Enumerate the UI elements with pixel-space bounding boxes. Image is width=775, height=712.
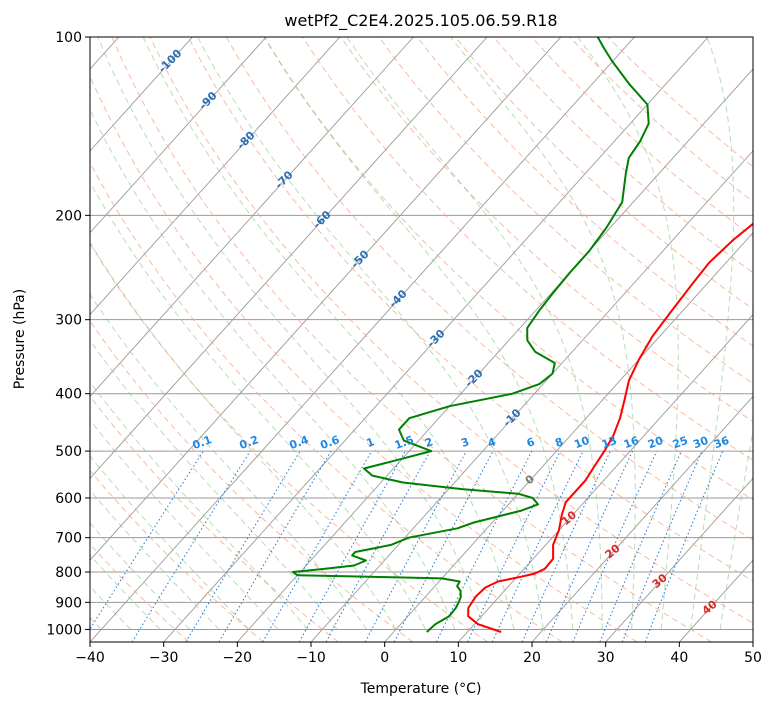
x-tick-label: −10 [296, 650, 326, 666]
y-tick-label: 500 [55, 444, 82, 460]
x-tick-label: 30 [597, 650, 615, 666]
x-tick-label: −20 [223, 650, 253, 666]
chart-title: wetPf2_C2E4.2025.105.06.59.R18 [284, 11, 557, 31]
x-axis-label: Temperature (°C) [360, 681, 482, 697]
x-tick-label: −40 [75, 650, 105, 666]
x-tick-label: 50 [744, 650, 762, 666]
x-tick-label: 20 [523, 650, 541, 666]
y-tick-label: 1000 [46, 622, 82, 638]
y-tick-label: 400 [55, 387, 82, 403]
y-tick-label: 600 [55, 491, 82, 507]
y-tick-label: 900 [55, 595, 82, 611]
x-tick-label: −30 [149, 650, 179, 666]
x-tick-label: 10 [449, 650, 467, 666]
x-tick-label: 40 [670, 650, 688, 666]
y-tick-label: 800 [55, 565, 82, 581]
x-tick-label: 0 [380, 650, 389, 666]
y-tick-label: 200 [55, 208, 82, 224]
y-tick-label: 100 [55, 30, 82, 46]
y-tick-label: 300 [55, 313, 82, 329]
y-tick-label: 700 [55, 531, 82, 547]
y-axis-label: Pressure (hPa) [12, 289, 28, 389]
